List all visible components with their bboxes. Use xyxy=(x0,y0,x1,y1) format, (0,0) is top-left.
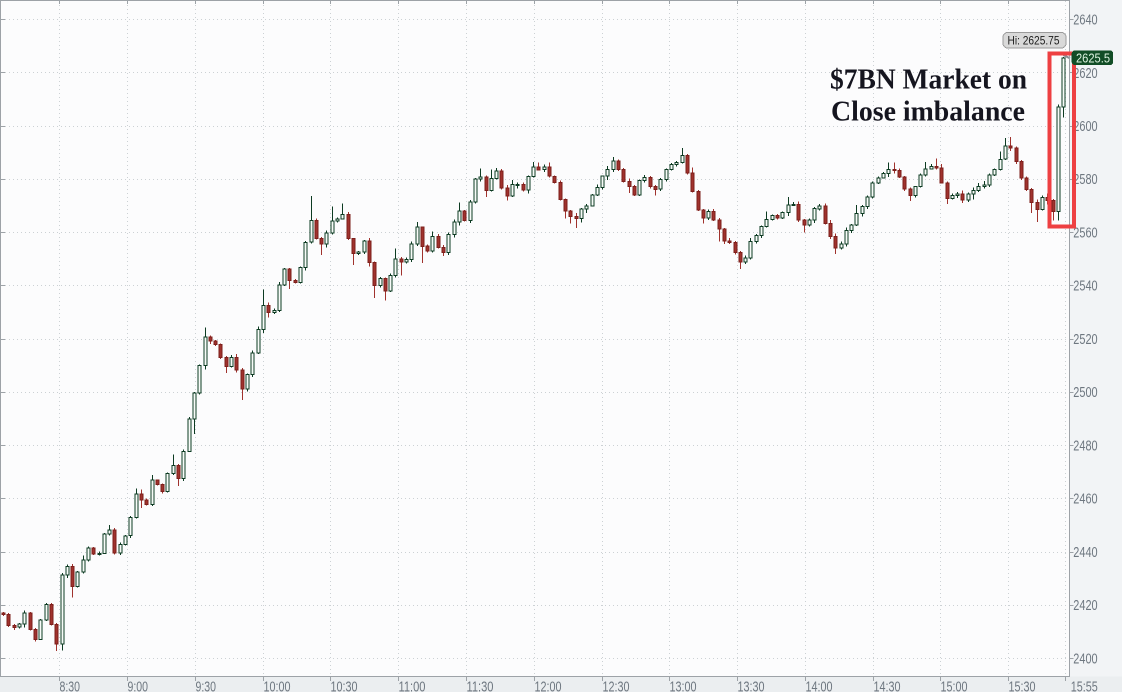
svg-text:2440: 2440 xyxy=(1073,545,1097,561)
svg-text:14:30: 14:30 xyxy=(874,679,901,692)
svg-text:2625.5: 2625.5 xyxy=(1076,51,1110,65)
svg-text:$7BN Market on: $7BN Market on xyxy=(830,64,1027,96)
svg-text:2600: 2600 xyxy=(1073,119,1097,135)
svg-text:12:30: 12:30 xyxy=(603,679,630,692)
svg-text:9:30: 9:30 xyxy=(196,679,217,692)
svg-text:2480: 2480 xyxy=(1073,438,1097,454)
svg-text:8:30: 8:30 xyxy=(60,679,81,692)
svg-text:10:30: 10:30 xyxy=(331,679,358,692)
svg-text:2420: 2420 xyxy=(1073,598,1097,614)
svg-text:2500: 2500 xyxy=(1073,385,1097,401)
svg-text:2560: 2560 xyxy=(1073,226,1097,242)
svg-text:11:30: 11:30 xyxy=(467,679,494,692)
svg-text:13:00: 13:00 xyxy=(670,679,697,692)
svg-text:2540: 2540 xyxy=(1073,279,1097,295)
svg-text:2460: 2460 xyxy=(1073,492,1097,508)
svg-text:2400: 2400 xyxy=(1073,651,1097,667)
svg-text:12:00: 12:00 xyxy=(535,679,562,692)
svg-text:13:30: 13:30 xyxy=(738,679,765,692)
svg-text:Close imbalance: Close imbalance xyxy=(831,96,1025,128)
svg-text:11:00: 11:00 xyxy=(399,679,426,692)
svg-text:2640: 2640 xyxy=(1073,13,1097,29)
svg-text:2580: 2580 xyxy=(1073,172,1097,188)
svg-text:15:30: 15:30 xyxy=(1009,679,1036,692)
svg-text:15:55: 15:55 xyxy=(1071,679,1098,692)
svg-text:10:00: 10:00 xyxy=(264,679,291,692)
svg-text:15:00: 15:00 xyxy=(941,679,968,692)
svg-text:2520: 2520 xyxy=(1073,332,1097,348)
svg-text:2620: 2620 xyxy=(1073,66,1097,82)
svg-text:14:00: 14:00 xyxy=(806,679,833,692)
svg-text:9:00: 9:00 xyxy=(128,679,149,692)
svg-text:Hi: 2625.75: Hi: 2625.75 xyxy=(1008,34,1060,48)
